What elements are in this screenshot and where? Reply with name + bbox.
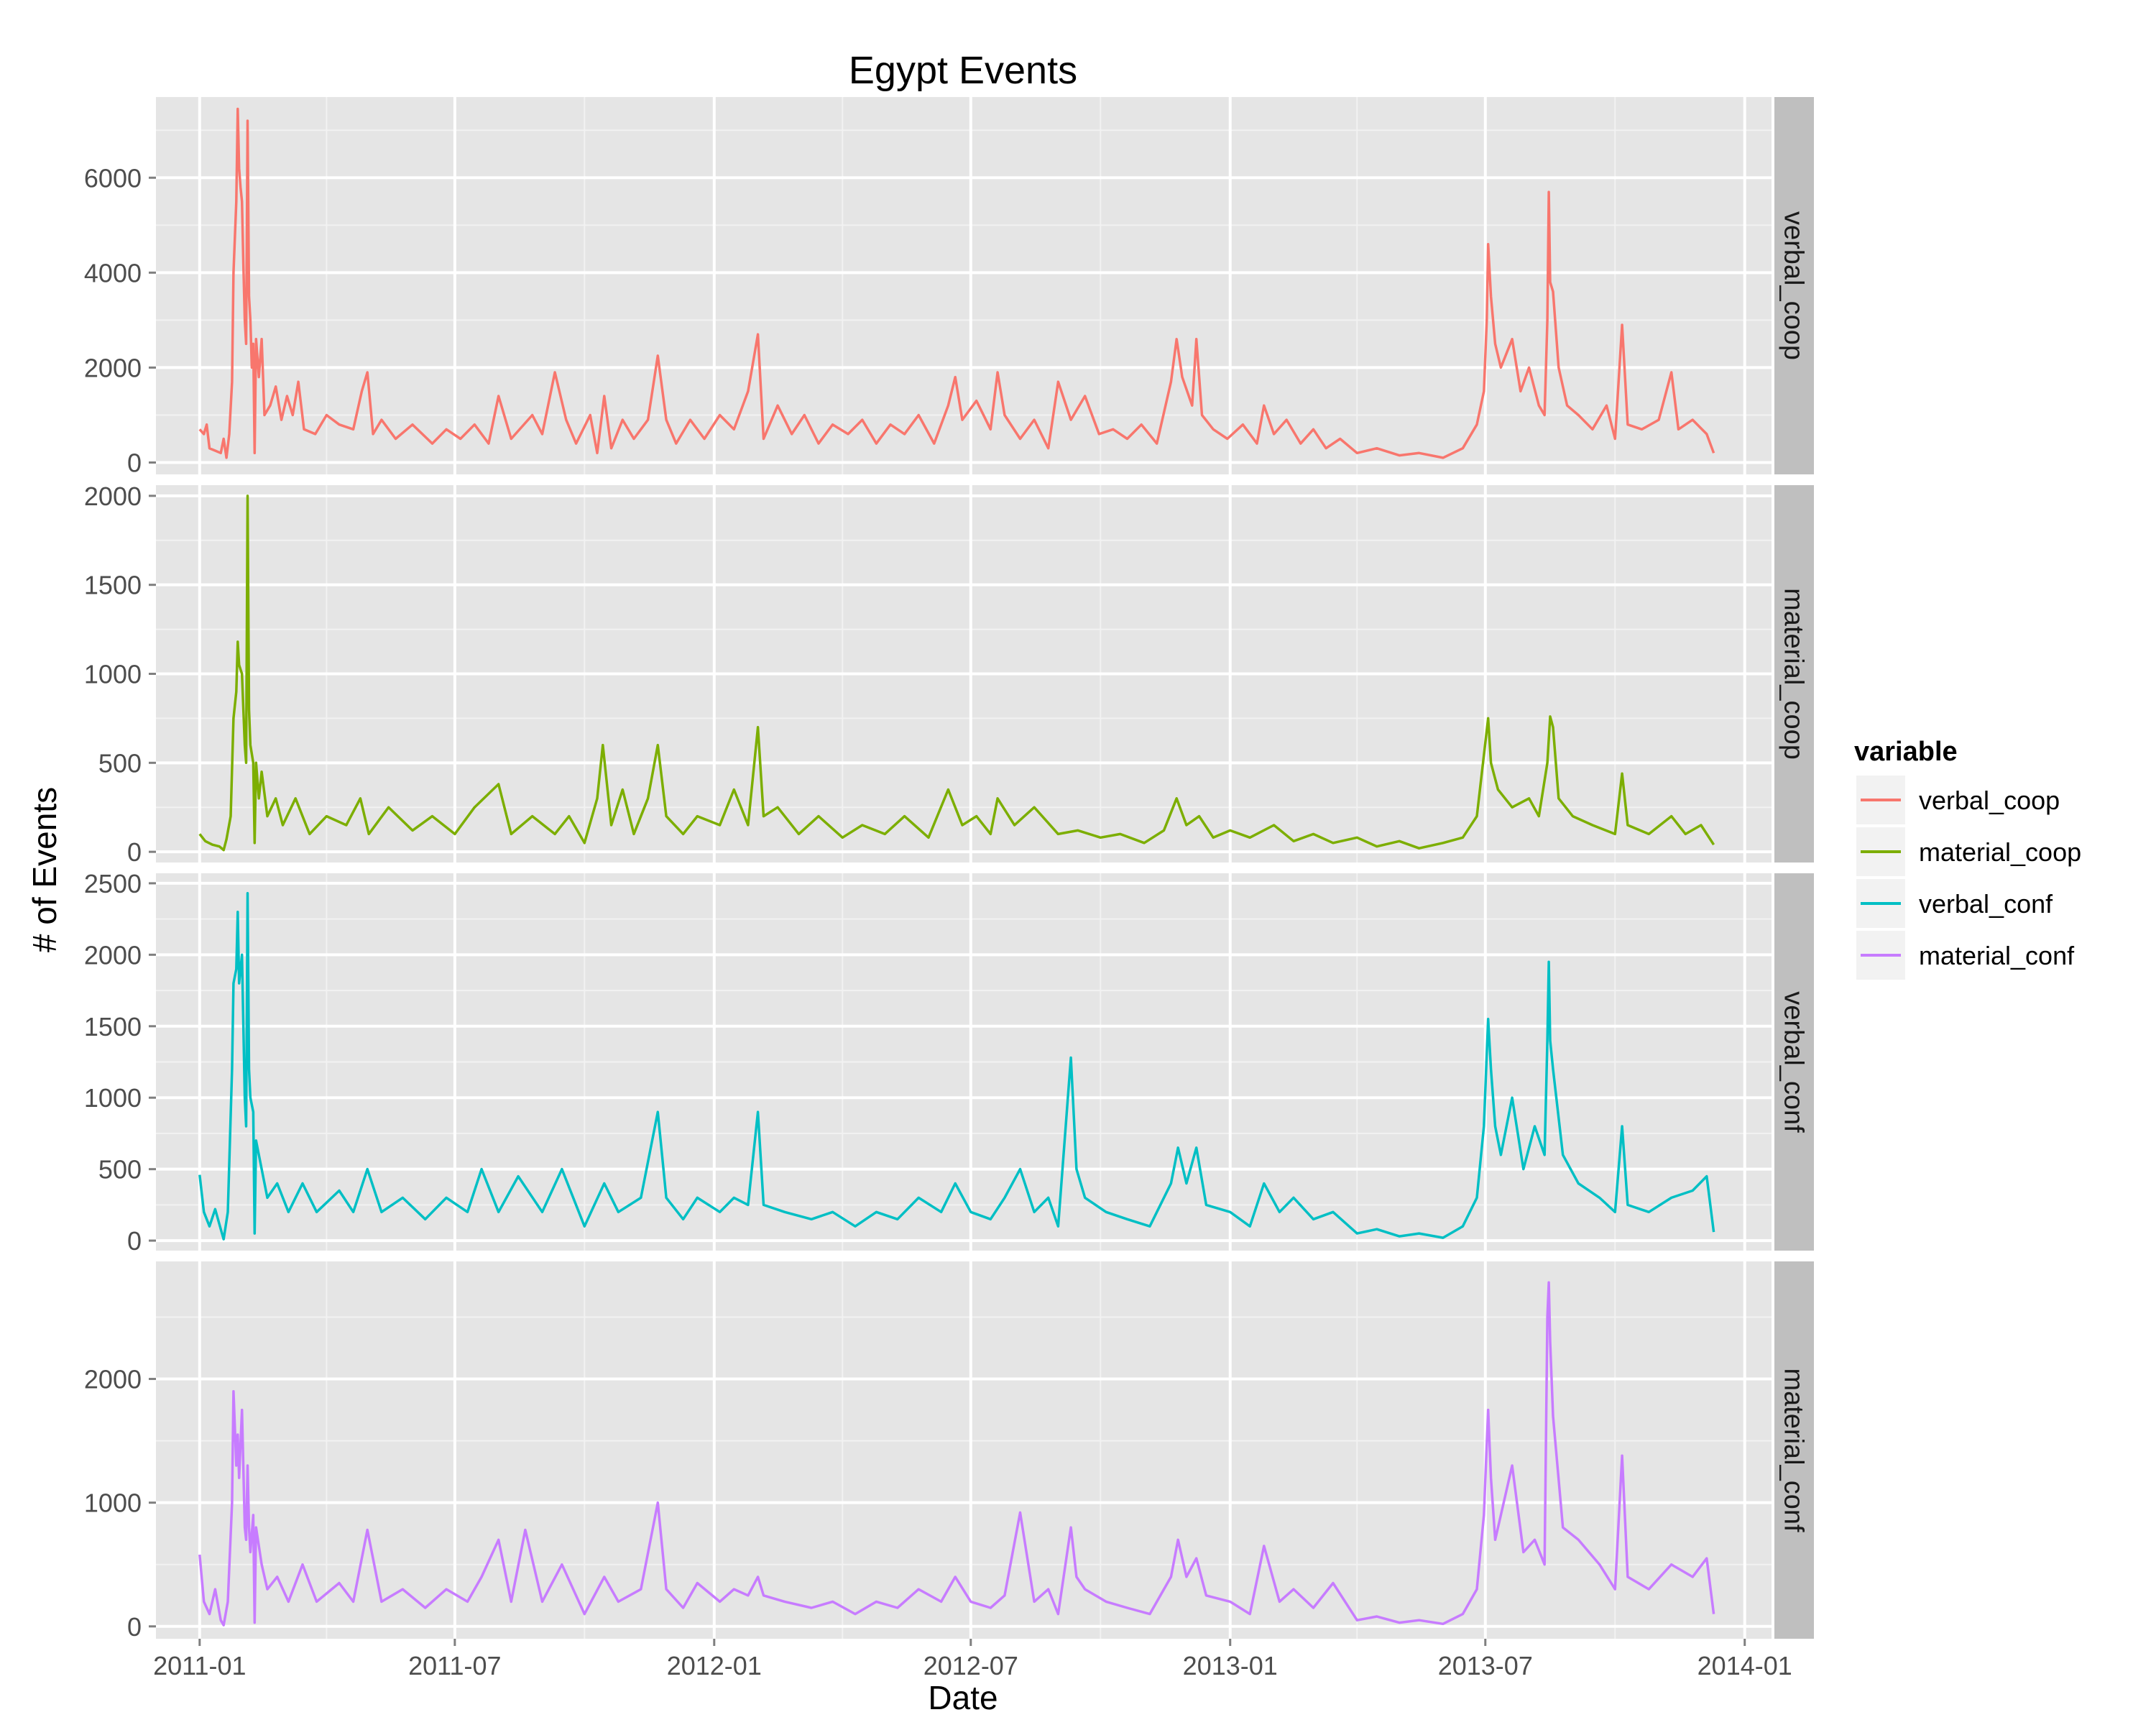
legend-entry-material_conf: material_conf [1855, 929, 2075, 981]
legend-label: verbal_conf [1919, 889, 2053, 919]
legend-label: material_conf [1919, 941, 2075, 970]
y-tick-label: 2000 [84, 353, 142, 382]
facet-strip [1774, 1261, 1814, 1639]
y-tick-label: 1500 [84, 1012, 142, 1041]
panel-background [156, 1261, 1772, 1639]
y-axis-label: # of Events [26, 787, 63, 952]
y-tick-label: 1000 [84, 1083, 142, 1113]
y-tick-label: 500 [98, 1155, 142, 1184]
y-tick-label: 1500 [84, 571, 142, 600]
legend-entry-verbal_conf: verbal_conf [1855, 878, 2053, 929]
facet-panel-verbal_coop: 0 2000 4000 6000 verbal_coop [84, 97, 1814, 477]
facet-panel-material_conf: 0 1000 2000 material_conf [84, 1261, 1814, 1642]
y-tick-label: 500 [98, 748, 142, 778]
series-line-verbal_conf [198, 892, 1715, 1241]
y-tick-label: 2000 [84, 482, 142, 511]
y-tick-label: 4000 [84, 258, 142, 288]
y-tick-label: 1000 [84, 660, 142, 689]
facet-strip-label: material_conf [1779, 1368, 1809, 1532]
x-tick-label: 2011-07 [408, 1651, 501, 1680]
y-tick-label: 2500 [84, 869, 142, 898]
series-line-verbal_coop [198, 107, 1715, 459]
facet-panel-verbal_conf: 0 500 1000 1500 2000 2500 verbal_conf [84, 869, 1814, 1256]
y-tick-label: 0 [127, 448, 142, 477]
series-line-material_conf [198, 1281, 1715, 1627]
facet-strip [1774, 873, 1814, 1251]
y-tick-label: 0 [127, 1612, 142, 1642]
facet-panels: 0 2000 4000 6000 verbal_coop 0 500 1000 1500 2000… [84, 97, 1814, 1642]
y-tick-label: 0 [127, 837, 142, 867]
facet-strip-label: verbal_conf [1779, 991, 1809, 1133]
legend: variable verbal_coop material_coop verbal_c… [1854, 737, 2081, 981]
legend-entry-verbal_coop: verbal_coop [1855, 774, 2060, 826]
series-line-material_coop [198, 494, 1715, 852]
x-tick-label: 2013-01 [1183, 1651, 1278, 1680]
panel-background [156, 97, 1772, 474]
y-tick-label: 2000 [84, 1365, 142, 1394]
x-tick-label: 2013-07 [1438, 1651, 1533, 1680]
x-tick-label: 2012-01 [667, 1651, 762, 1680]
x-tick-label: 2014-01 [1697, 1651, 1792, 1680]
y-tick-label: 2000 [84, 940, 142, 970]
facet-strip-label: material_coop [1779, 588, 1809, 760]
legend-entry-material_coop: material_coop [1855, 826, 2081, 878]
facet-strip-label: verbal_coop [1779, 211, 1809, 360]
x-tick-label: 2011-01 [153, 1651, 246, 1680]
facet-strip [1774, 97, 1814, 474]
y-tick-label: 1000 [84, 1489, 142, 1518]
legend-label: material_coop [1919, 837, 2081, 867]
chart-title: Egypt Events [849, 49, 1077, 92]
y-tick-label: 0 [127, 1226, 142, 1256]
y-tick-label: 6000 [84, 163, 142, 193]
x-tick-label: 2012-07 [923, 1651, 1018, 1680]
facet-panel-material_coop: 0 500 1000 1500 2000 material_coop [84, 482, 1814, 867]
facet-strip [1774, 485, 1814, 862]
x-axis: 2011-01 2011-07 2012-01 2012-07 2013-01 2013-… [153, 1639, 1792, 1680]
x-axis-label: Date [928, 1679, 998, 1716]
legend-label: verbal_coop [1919, 786, 2060, 815]
legend-title: variable [1854, 737, 1958, 767]
